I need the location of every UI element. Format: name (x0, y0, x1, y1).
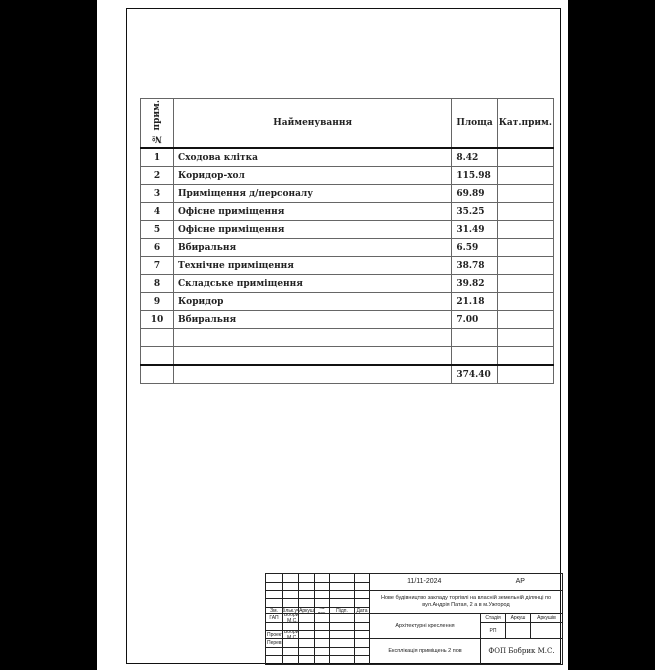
grid-cell (314, 655, 330, 665)
room-num: 10 (140, 310, 174, 329)
date: 11/11-2024 (407, 577, 442, 585)
room-num: 3 (140, 184, 174, 203)
room-name: Коридор (172, 292, 453, 311)
room-category (496, 238, 555, 257)
room-num: 9 (140, 292, 174, 311)
room-name: Приміщення д/персоналу (172, 184, 453, 203)
room-area: 8.42 (451, 147, 498, 167)
stage-value: РП (480, 622, 506, 639)
total-area: 374.40 (451, 364, 498, 384)
table-header-row: № прим. Найменування Площа Кат.прим. (140, 98, 555, 149)
room-area: 39.82 (451, 274, 498, 293)
room-num: 5 (140, 220, 174, 239)
table-row: 8 Складське приміщення 39.82 (140, 274, 555, 293)
rooms-explication-table: № прим. Найменування Площа Кат.прим. 1 С… (140, 98, 555, 384)
room-name: Складське приміщення (172, 274, 453, 293)
room-num: 4 (140, 202, 174, 221)
grid-cell (329, 655, 355, 665)
header-num: № прим. (140, 98, 174, 149)
room-num: 6 (140, 238, 174, 257)
room-category (496, 256, 555, 275)
room-area: 31.49 (451, 220, 498, 239)
grid-cell (354, 655, 370, 665)
table-row: 3 Приміщення д/персоналу 69.89 (140, 184, 555, 203)
grid-cell (298, 655, 315, 665)
room-category (496, 310, 555, 329)
room-name: Вбиральня (172, 310, 453, 329)
room-area: 115.98 (451, 166, 498, 185)
room-num: 2 (140, 166, 174, 185)
room-area: 21.18 (451, 292, 498, 311)
room-category (496, 274, 555, 293)
grid-cell (265, 655, 283, 665)
table-row: 5 Офісне приміщення 31.49 (140, 220, 555, 239)
sheet-title: Експлікація приміщень 2 пов (369, 638, 481, 665)
room-area: 69.89 (451, 184, 498, 203)
sheets-value (530, 622, 563, 639)
room-name: Офісне приміщення (172, 220, 453, 239)
table-row: 4 Офісне приміщення 35.25 (140, 202, 555, 221)
doc-code: АР (515, 577, 525, 585)
room-num: 7 (140, 256, 174, 275)
empty-row (140, 346, 555, 366)
table-row: 9 Коридор 21.18 (140, 292, 555, 311)
drawing-frame (126, 8, 561, 664)
sheet-value (505, 622, 531, 639)
room-name: Технічне приміщення (172, 256, 453, 275)
table-row: 2 Коридор-хол 115.98 (140, 166, 555, 185)
table-row: 6 Вбиральня 6.59 (140, 238, 555, 257)
table-row: 7 Технічне приміщення 38.78 (140, 256, 555, 275)
total-row: 374.40 (140, 364, 555, 384)
room-num: 1 (140, 147, 174, 167)
header-name: Найменування (172, 98, 453, 149)
room-name: Вбиральня (172, 238, 453, 257)
company-name: ФОП Бобрик М.С. (480, 638, 563, 665)
room-name: Коридор-хол (172, 166, 453, 185)
header-category: Кат.прим. (496, 98, 555, 149)
project-title: Нове будівництво закладу торгівлі на вла… (369, 590, 563, 614)
room-category (496, 220, 555, 239)
date-code-row: 11/11-2024 АР (369, 573, 563, 591)
table-row: 1 Сходова клітка 8.42 (140, 147, 555, 167)
grid-cell (282, 655, 299, 665)
room-area: 7.00 (451, 310, 498, 329)
room-area: 6.59 (451, 238, 498, 257)
room-area: 35.25 (451, 202, 498, 221)
room-category (496, 202, 555, 221)
section-title: Архітектурні креслення (369, 613, 481, 639)
room-name: Офісне приміщення (172, 202, 453, 221)
room-name: Сходова клітка (172, 147, 453, 167)
room-category (496, 184, 555, 203)
room-category (496, 166, 555, 185)
room-category (496, 147, 555, 167)
room-num: 8 (140, 274, 174, 293)
table-row: 10 Вбиральня 7.00 (140, 310, 555, 329)
room-area: 38.78 (451, 256, 498, 275)
empty-row (140, 328, 555, 347)
room-category (496, 292, 555, 311)
header-area: Площа (451, 98, 498, 149)
